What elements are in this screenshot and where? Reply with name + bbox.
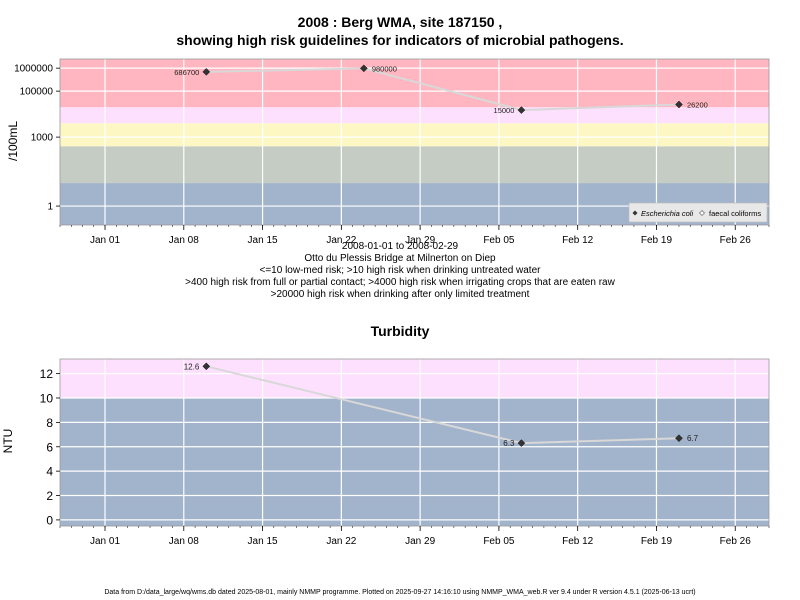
plot-frame — [59, 58, 770, 226]
footer-note: Data from D:/data_large/wq/wms.db dated … — [104, 589, 696, 596]
y-tick-label-0: 0 — [46, 513, 53, 527]
y-tick-label-6: 12 — [40, 367, 54, 381]
x-tick-label-8: Feb 26 — [720, 235, 752, 246]
turbidity-chart: 0 2 4 6 8 10 12 Jan 01 Jan 08 Jan 15 Jan 22 Jan 29 F… — [40, 358, 770, 547]
risk-band-1 — [60, 359, 769, 399]
x-tick-label-8: Feb 26 — [720, 536, 752, 547]
data-point — [517, 439, 526, 447]
risk-band-1 — [60, 146, 769, 184]
x-tick-label-6: Feb 12 — [562, 235, 594, 246]
chart-title-line2: showing high risk guidelines for indicat… — [176, 32, 624, 48]
ecoli-chart: 1 1000 100000 1000000 Jan 01 Jan 08 Jan 15 Jan … — [14, 58, 770, 246]
x-tick-label-3: Jan 22 — [326, 536, 356, 547]
data-label: 980000 — [372, 64, 397, 73]
x-tick-label-2: Jan 15 — [248, 235, 278, 246]
y-tick-label-5: 10 — [40, 392, 54, 406]
chart-title-line1: 2008 : Berg WMA, site 187150 , — [297, 14, 503, 30]
data-label: 6.7 — [687, 434, 699, 443]
x-tick-label-6: Feb 12 — [562, 536, 594, 547]
guideline-text-2: >400 high risk from full or partial cont… — [185, 277, 615, 288]
legend-box — [628, 202, 768, 223]
y-tick-label-4: 8 — [46, 416, 53, 430]
y-tick-label-2: 100000 — [20, 87, 54, 98]
data-point — [202, 362, 211, 371]
series-line-segment — [206, 365, 522, 445]
series-line-segment — [521, 437, 679, 445]
data-label: 12.6 — [184, 362, 200, 371]
date-range-text: 2008-01-01 to 2008-02-29 — [341, 241, 459, 252]
legend-ecoli-marker — [632, 210, 638, 216]
x-tick-label-7: Feb 19 — [641, 536, 673, 547]
data-point — [360, 64, 368, 73]
x-tick-label-5: Feb 05 — [483, 536, 515, 547]
x-tick-label-0: Jan 01 — [90, 235, 120, 246]
plot-frame — [59, 358, 770, 527]
guideline-text-1: <=10 low-med risk; >10 high risk when dr… — [259, 265, 541, 276]
x-tick-label-2: Jan 15 — [248, 536, 278, 547]
series-line-segment — [521, 103, 680, 112]
x-tick-label-4: Jan 29 — [405, 536, 435, 547]
risk-band-4 — [60, 59, 769, 108]
data-label: 686700 — [174, 68, 199, 77]
risk-band-3 — [60, 107, 769, 124]
y-tick-label-3: 1000000 — [14, 64, 53, 75]
y-tick-label-2: 4 — [46, 465, 53, 479]
x-tick-label-7: Feb 19 — [641, 235, 673, 246]
series-line-segment — [206, 67, 364, 73]
series-line-segment — [363, 67, 522, 112]
data-point — [517, 106, 526, 114]
x-tick-label-4: Jan 29 — [405, 235, 435, 246]
x-tick-label-1: Jan 08 — [169, 536, 199, 547]
risk-band-0 — [60, 398, 769, 526]
x-tick-label-5: Feb 05 — [483, 235, 515, 246]
y-tick-label-1: 2 — [46, 489, 53, 503]
legend-ecoli-label: Escherichia coli — [641, 209, 693, 218]
data-point — [675, 100, 683, 109]
legend-fc-marker — [699, 210, 705, 216]
turbidity-title: Turbidity — [370, 323, 430, 339]
data-label: 26200 — [687, 101, 708, 110]
data-point — [202, 68, 211, 76]
x-tick-label-1: Jan 08 — [169, 235, 199, 246]
data-label: 6.3 — [503, 439, 515, 448]
data-point — [675, 434, 683, 443]
risk-band-2 — [60, 123, 769, 147]
y-tick-label-1: 1000 — [31, 133, 54, 144]
site-name-text: Otto du Plessis Bridge at Milnerton on D… — [304, 253, 496, 264]
y-tick-label-0: 1 — [47, 202, 53, 213]
x-tick-label-3: Jan 22 — [326, 235, 356, 246]
guideline-text-3: >20000 high risk when drinking after onl… — [270, 289, 530, 300]
data-label: 15000 — [494, 106, 515, 115]
y-tick-label-3: 6 — [46, 440, 53, 454]
x-tick-label-0: Jan 01 — [90, 536, 120, 547]
legend-fc-label: faecal coliforms — [709, 209, 761, 218]
